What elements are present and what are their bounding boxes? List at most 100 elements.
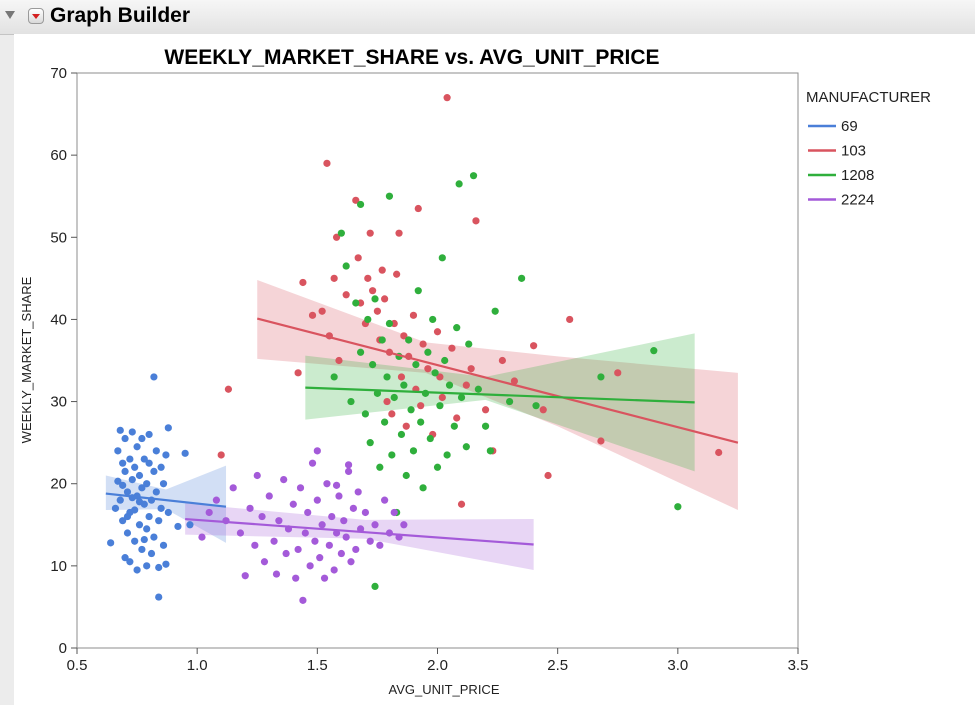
x-tick-label: 1.5 — [307, 657, 328, 674]
series-103-point — [414, 204, 422, 213]
series-2224-point — [371, 521, 379, 529]
series-2224-point — [344, 467, 353, 475]
series-1208-point — [376, 463, 384, 471]
series-1208-point — [453, 324, 461, 332]
series-1208-point — [650, 347, 658, 355]
series-1208-point — [366, 439, 374, 447]
series-103-point — [448, 344, 456, 352]
series-103-point — [481, 406, 490, 414]
series-69-point — [128, 476, 136, 484]
scatter-chart: WEEKLY_MARKET_SHARE vs. AVG_UNIT_PRICE 0… — [19, 46, 931, 697]
series-103-point — [715, 448, 723, 457]
series-2224-point — [328, 512, 336, 521]
series-69-point — [145, 459, 153, 467]
series-103-point — [378, 266, 386, 274]
series-69-point — [152, 488, 160, 496]
red-triangle-menu-button[interactable] — [28, 8, 44, 24]
series-69-point — [126, 558, 134, 566]
series-103-point — [373, 307, 382, 315]
series-69-point — [111, 504, 120, 512]
series-2224-point — [335, 492, 343, 500]
y-tick-label: 50 — [50, 229, 67, 246]
series-1208-point — [412, 361, 420, 369]
series-69-point — [138, 484, 146, 492]
y-tick-label: 40 — [50, 311, 67, 328]
graph-panel: WEEKLY_MARKET_SHARE vs. AVG_UNIT_PRICE 0… — [14, 34, 975, 705]
series-103-point — [393, 270, 401, 278]
series-103-point — [438, 393, 446, 402]
series-103-point — [364, 274, 372, 282]
series-2224-point — [292, 574, 300, 582]
series-69-point — [155, 593, 163, 601]
series-1208-point — [352, 299, 360, 307]
series-2224-point — [313, 496, 321, 504]
x-tick-label: 1.0 — [187, 657, 208, 674]
series-103-point — [332, 233, 341, 241]
series-69-point — [159, 480, 168, 488]
series-1208-point — [469, 172, 478, 180]
series-69-point — [135, 498, 144, 506]
series-103-point — [323, 159, 331, 167]
y-axis: 0 10 20 30 40 50 60 70 — [50, 65, 77, 657]
series-1208-point — [445, 381, 454, 389]
series-69-point — [145, 430, 153, 439]
series-1208-point — [330, 373, 338, 381]
series-1208-point — [385, 319, 394, 328]
series-2224-point — [306, 562, 314, 570]
chart-title: WEEKLY_MARKET_SHARE vs. AVG_UNIT_PRICE — [164, 46, 659, 69]
series-69-point — [107, 539, 115, 547]
series-69-point — [121, 467, 129, 475]
series-2224-point — [352, 545, 360, 554]
series-103-point — [294, 369, 302, 377]
series-2224-point — [311, 537, 319, 545]
series-1208-point — [426, 434, 434, 443]
series-69-point — [164, 424, 172, 432]
x-tick-label: 3.0 — [667, 657, 688, 674]
series-2224-point — [325, 541, 333, 549]
series-2224-point — [390, 508, 398, 517]
series-1208-point — [431, 369, 439, 377]
series-103-point — [539, 406, 547, 414]
series-1208-point — [433, 463, 442, 471]
series-2224-point — [246, 504, 254, 512]
series-1208-point — [457, 393, 466, 402]
y-tick-label: 30 — [50, 394, 67, 411]
series-1208-point — [506, 397, 514, 406]
series-2224-point — [241, 572, 249, 580]
series-1208-point — [474, 385, 482, 393]
series-2224-point — [251, 541, 259, 549]
series-103-point — [330, 274, 338, 282]
plot-frame — [76, 72, 799, 649]
series-2224-point — [347, 558, 355, 566]
series-2224-point — [229, 484, 237, 492]
series-2224-point — [272, 570, 281, 578]
series-103-point — [335, 356, 343, 365]
series-103-point — [530, 342, 538, 350]
series-103-point — [498, 356, 506, 365]
series-1208-point — [361, 410, 369, 418]
series-2224-point — [198, 533, 206, 541]
series-69-point — [131, 463, 139, 471]
series-69-point — [147, 549, 156, 558]
series-1208-point — [356, 348, 365, 356]
series-69-point — [123, 488, 132, 496]
series-69-point — [121, 434, 129, 443]
series-69-point — [135, 471, 144, 480]
series-69-point — [119, 517, 127, 525]
series-2224-point — [323, 480, 331, 488]
series-1208-point — [481, 422, 490, 430]
disclosure-triangle-icon[interactable] — [5, 11, 15, 19]
series-1208-point — [378, 336, 386, 344]
series-103-point — [467, 365, 475, 373]
series-69-point — [143, 525, 151, 533]
series-2224-point — [253, 471, 261, 480]
series-69-point — [128, 428, 136, 436]
series-1208-point — [491, 307, 499, 315]
series-69-point — [155, 517, 163, 525]
series-2224-point — [316, 554, 324, 562]
series-69-point — [150, 373, 158, 381]
series-69-point — [123, 529, 132, 537]
series-1208-point — [443, 451, 451, 459]
series-69-point — [119, 459, 127, 467]
series-2224-point — [289, 500, 297, 508]
